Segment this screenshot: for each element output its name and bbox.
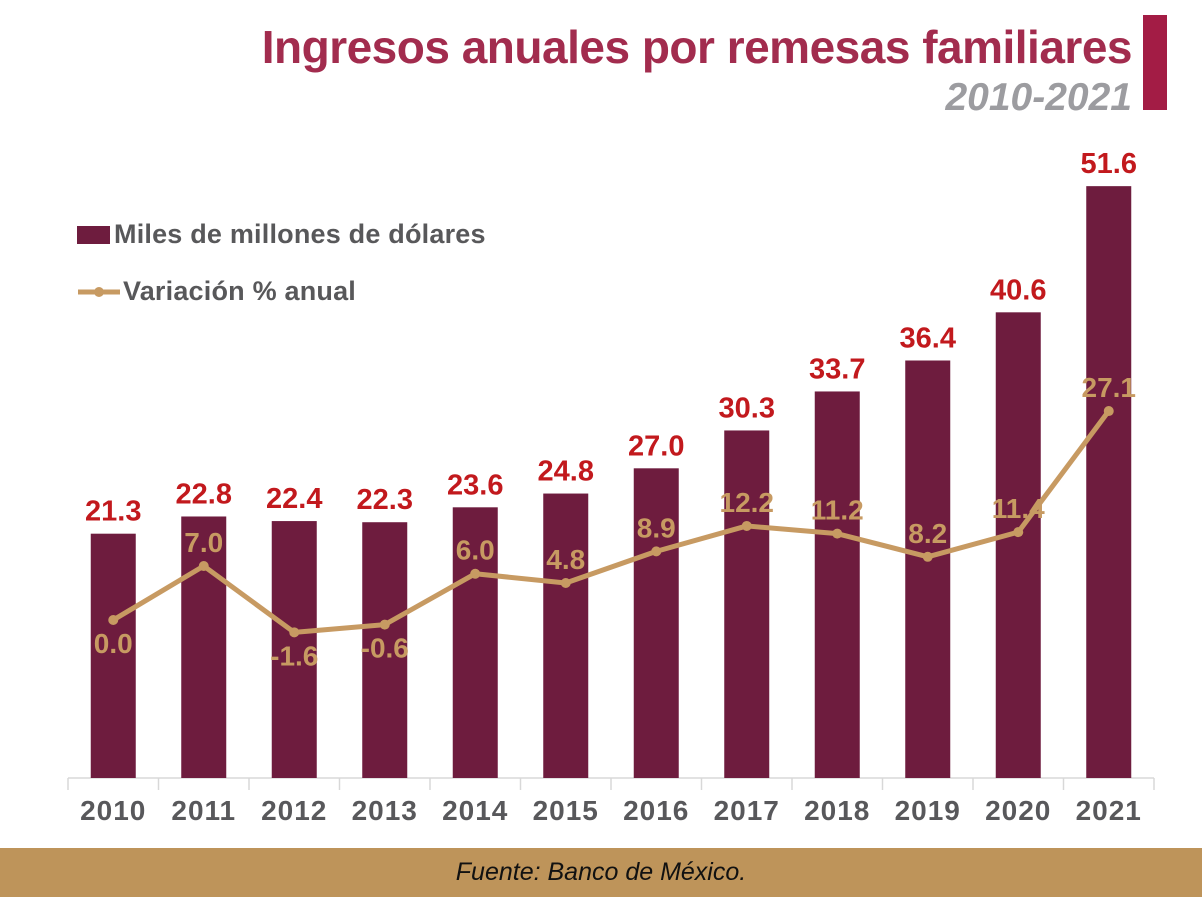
line-point <box>832 528 843 539</box>
line-point <box>198 561 209 572</box>
bar-2020 <box>995 312 1041 778</box>
line-value-label: 6.0 <box>456 535 495 566</box>
legend-item-bars: Miles de millones de dólares <box>77 219 486 250</box>
bar-2016 <box>633 468 679 778</box>
line-point <box>651 546 662 557</box>
bar-value-label: 24.8 <box>538 456 594 488</box>
bar-value-label: 40.6 <box>990 274 1046 306</box>
bar-2011 <box>181 516 227 778</box>
bar-value-label: 23.6 <box>447 469 503 501</box>
x-axis-label: 2012 <box>261 795 327 826</box>
x-axis-label: 2010 <box>80 795 146 826</box>
line-value-label: 7.0 <box>184 527 223 558</box>
x-axis-label: 2013 <box>352 795 418 826</box>
line-value-label: -0.6 <box>361 633 409 664</box>
bar-2018 <box>814 391 860 778</box>
line-value-label: 0.0 <box>94 628 133 659</box>
line-point <box>379 619 390 630</box>
bar-value-label: 36.4 <box>900 322 956 354</box>
legend-item-line: Variación % anual <box>77 276 486 307</box>
bar-2012 <box>271 521 317 778</box>
line-point <box>108 615 119 625</box>
page-title: Ingresos anuales por remesas familiares <box>261 21 1133 73</box>
chart-legend: Miles de millones de dólares Variación %… <box>77 219 486 307</box>
line-value-label: 4.8 <box>546 544 585 575</box>
x-axis-label: 2014 <box>442 795 508 826</box>
line-point <box>1103 406 1114 417</box>
line-value-label: 12.2 <box>720 487 775 518</box>
x-axis-label: 2011 <box>171 795 236 826</box>
footer-band: Fuente: Banco de México. <box>0 848 1202 897</box>
x-axis-label: 2018 <box>804 795 870 826</box>
bar-value-label: 51.6 <box>1081 148 1137 180</box>
line-point <box>560 577 571 588</box>
bar-2015 <box>543 493 589 778</box>
line-series-swatch-icon <box>78 286 120 297</box>
bar-value-label: 27.0 <box>628 430 684 462</box>
line-point <box>470 568 481 579</box>
source-text: Fuente: Banco de México. <box>455 858 747 886</box>
bar-2017 <box>724 430 770 778</box>
line-point <box>922 551 933 562</box>
x-axis-label: 2016 <box>623 795 689 826</box>
legend-label-line: Variación % anual <box>123 276 356 306</box>
legend-label-bars: Miles de millones de dólares <box>114 219 486 249</box>
bar-2021 <box>1086 186 1132 778</box>
bar-2014 <box>452 507 498 778</box>
bar-2010 <box>90 533 136 778</box>
line-point <box>289 627 300 638</box>
bar-value-label: 21.3 <box>85 496 141 528</box>
bar-value-label: 22.4 <box>266 483 322 515</box>
bar-value-label: 33.7 <box>809 353 865 385</box>
line-point <box>1013 527 1024 538</box>
bar-value-label: 22.3 <box>357 484 413 516</box>
line-value-label: 11.2 <box>811 495 864 526</box>
bar-series-swatch-icon <box>77 225 110 244</box>
title-accent-bar <box>1143 15 1167 110</box>
line-value-label: 8.2 <box>908 518 947 549</box>
line-value-label: 11.4 <box>992 493 1045 524</box>
bar-value-label: 30.3 <box>719 392 775 424</box>
x-axis-label: 2015 <box>533 795 599 826</box>
page-subtitle: 2010-2021 <box>945 76 1132 119</box>
x-axis-label: 2021 <box>1076 795 1142 826</box>
x-axis-label: 2019 <box>895 795 961 826</box>
x-axis-label: 2020 <box>985 795 1051 826</box>
line-value-label: -1.6 <box>270 640 318 671</box>
bar-2013 <box>362 522 408 778</box>
x-axis-label: 2017 <box>714 795 780 826</box>
line-value-label: 8.9 <box>637 512 676 543</box>
line-value-label: 27.1 <box>1082 372 1137 403</box>
bar-value-label: 22.8 <box>176 478 232 510</box>
bar-2019 <box>905 360 951 778</box>
variation-line <box>110 408 1112 635</box>
line-point <box>741 520 752 531</box>
